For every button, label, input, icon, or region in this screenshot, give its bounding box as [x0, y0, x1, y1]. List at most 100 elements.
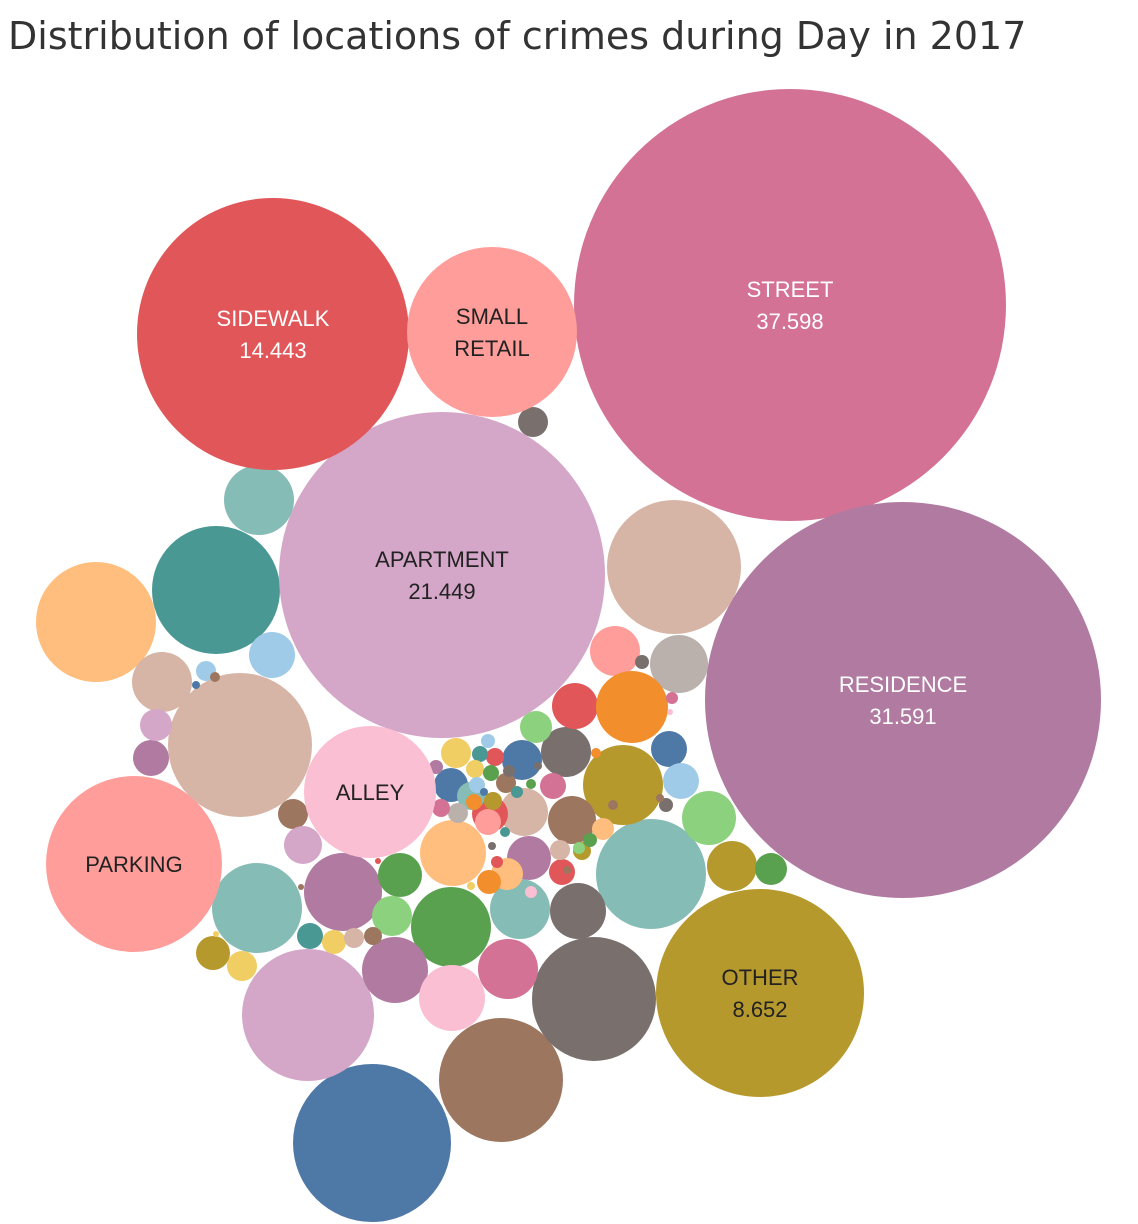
bubble-small-retail: SMALL RETAIL [407, 247, 577, 417]
bubble-unlabeled [484, 792, 502, 810]
bubble-unlabeled [429, 760, 443, 774]
bubble-unlabeled [500, 827, 510, 837]
bubble-unlabeled [278, 799, 308, 829]
bubble-unlabeled [432, 799, 450, 817]
bubble-unlabeled [707, 841, 757, 891]
bubble-unlabeled [526, 779, 536, 789]
bubble-unlabeled [550, 840, 570, 860]
bubble-residence-circle [705, 502, 1101, 898]
bubble-unlabeled [378, 853, 422, 897]
bubble-unlabeled [481, 734, 495, 748]
bubble-unlabeled [477, 870, 501, 894]
bubble-unlabeled [503, 765, 515, 777]
bubble-street: STREET 37.598 [574, 89, 1006, 521]
bubble-unlabeled [496, 773, 516, 793]
bubble-alley-name-label: ALLEY [336, 780, 405, 805]
bubble-unlabeled [682, 791, 736, 845]
bubble-unlabeled [420, 820, 486, 886]
bubble-small-retail-name-label: RETAIL [454, 336, 529, 361]
bubble-unlabeled [607, 500, 741, 634]
bubble-unlabeled [140, 709, 172, 741]
bubble-unlabeled [478, 939, 538, 999]
bubble-unlabeled [293, 1064, 451, 1222]
bubble-unlabeled [550, 883, 606, 939]
bubble-unlabeled [596, 671, 668, 743]
bubble-unlabeled [656, 794, 664, 802]
bubble-unlabeled [573, 842, 585, 854]
bubble-sidewalk: SIDEWALK 14.443 [137, 198, 409, 470]
bubble-unlabeled [469, 777, 485, 793]
bubble-unlabeled [552, 683, 598, 729]
bubble-unlabeled [344, 928, 364, 948]
bubble-unlabeled [298, 884, 304, 890]
bubble-unlabeled [224, 465, 294, 535]
bubble-street-name-label: STREET [747, 277, 834, 302]
bubble-unlabeled [591, 748, 601, 758]
bubble-parking-circle [46, 776, 222, 952]
bubble-unlabeled [466, 760, 484, 778]
bubble-unlabeled [249, 632, 295, 678]
bubble-unlabeled [448, 803, 468, 823]
bubble-sidewalk-name-label: SIDEWALK [217, 306, 330, 331]
bubble-unlabeled [667, 709, 673, 715]
bubble-unlabeled [227, 951, 257, 981]
bubble-unlabeled [592, 818, 614, 840]
bubble-parking: PARKING [46, 776, 222, 952]
bubble-unlabeled [540, 773, 566, 799]
bubble-unlabeled [362, 937, 428, 1003]
bubble-other-value-label: 8.652 [732, 997, 787, 1022]
bubble-unlabeled [284, 826, 322, 864]
bubble-unlabeled [364, 927, 382, 945]
bubble-alley-circle [304, 726, 436, 858]
bubble-unlabeled [297, 923, 323, 949]
bubble-unlabeled [322, 930, 346, 954]
bubble-unlabeled [635, 655, 649, 669]
bubble-unlabeled [466, 794, 482, 810]
bubble-unlabeled [483, 765, 499, 781]
bubble-unlabeled [491, 856, 503, 868]
bubble-unlabeled [152, 526, 280, 654]
bubble-unlabeled [650, 635, 708, 693]
bubble-unlabeled [132, 652, 192, 712]
bubble-apartment-circle [279, 412, 605, 738]
bubble-unlabeled [480, 788, 488, 796]
bubble-unlabeled [659, 798, 673, 812]
bubble-street-value-label: 37.598 [756, 309, 823, 334]
bubble-unlabeled [486, 748, 504, 766]
bubble-unlabeled [520, 711, 552, 743]
bubble-unlabeled [212, 863, 302, 953]
bubble-unlabeled [534, 762, 542, 770]
bubble-unlabeled [608, 800, 618, 810]
bubble-unlabeled [419, 965, 485, 1031]
bubble-unlabeled [511, 786, 523, 798]
bubble-unlabeled [210, 672, 220, 682]
bubble-unlabeled [168, 673, 312, 817]
bubble-unlabeled [583, 745, 663, 825]
bubble-unlabeled [196, 936, 230, 970]
bubble-unlabeled [472, 746, 488, 762]
bubble-small-retail-name-label: SMALL [456, 304, 528, 329]
bubble-unlabeled [651, 731, 687, 767]
bubble-unlabeled [663, 763, 699, 799]
bubble-other-name-label: OTHER [722, 965, 799, 990]
bubble-unlabeled [563, 866, 571, 874]
bubble-unlabeled [133, 740, 169, 776]
bubble-other-circle [656, 889, 864, 1097]
bubble-residence: RESIDENCE 31.591 [705, 502, 1101, 898]
bubble-unlabeled [755, 853, 787, 885]
bubble-unlabeled [411, 887, 491, 967]
bubble-unlabeled [304, 853, 382, 931]
bubble-unlabeled [541, 727, 591, 777]
bubble-unlabeled [532, 937, 656, 1061]
bubble-parking-name-label: PARKING [85, 852, 182, 877]
bubble-street-circle [574, 89, 1006, 521]
bubble-unlabeled [467, 882, 475, 890]
bubble-unlabeled [242, 949, 374, 1081]
bubble-small-retail-circle [407, 247, 577, 417]
bubble-apartment: APARTMENT 21.449 [279, 412, 605, 738]
bubble-unlabeled [375, 858, 381, 864]
bubble-sidewalk-value-label: 14.443 [239, 338, 306, 363]
bubble-unlabeled [525, 886, 537, 898]
bubble-unlabeled [475, 809, 501, 835]
